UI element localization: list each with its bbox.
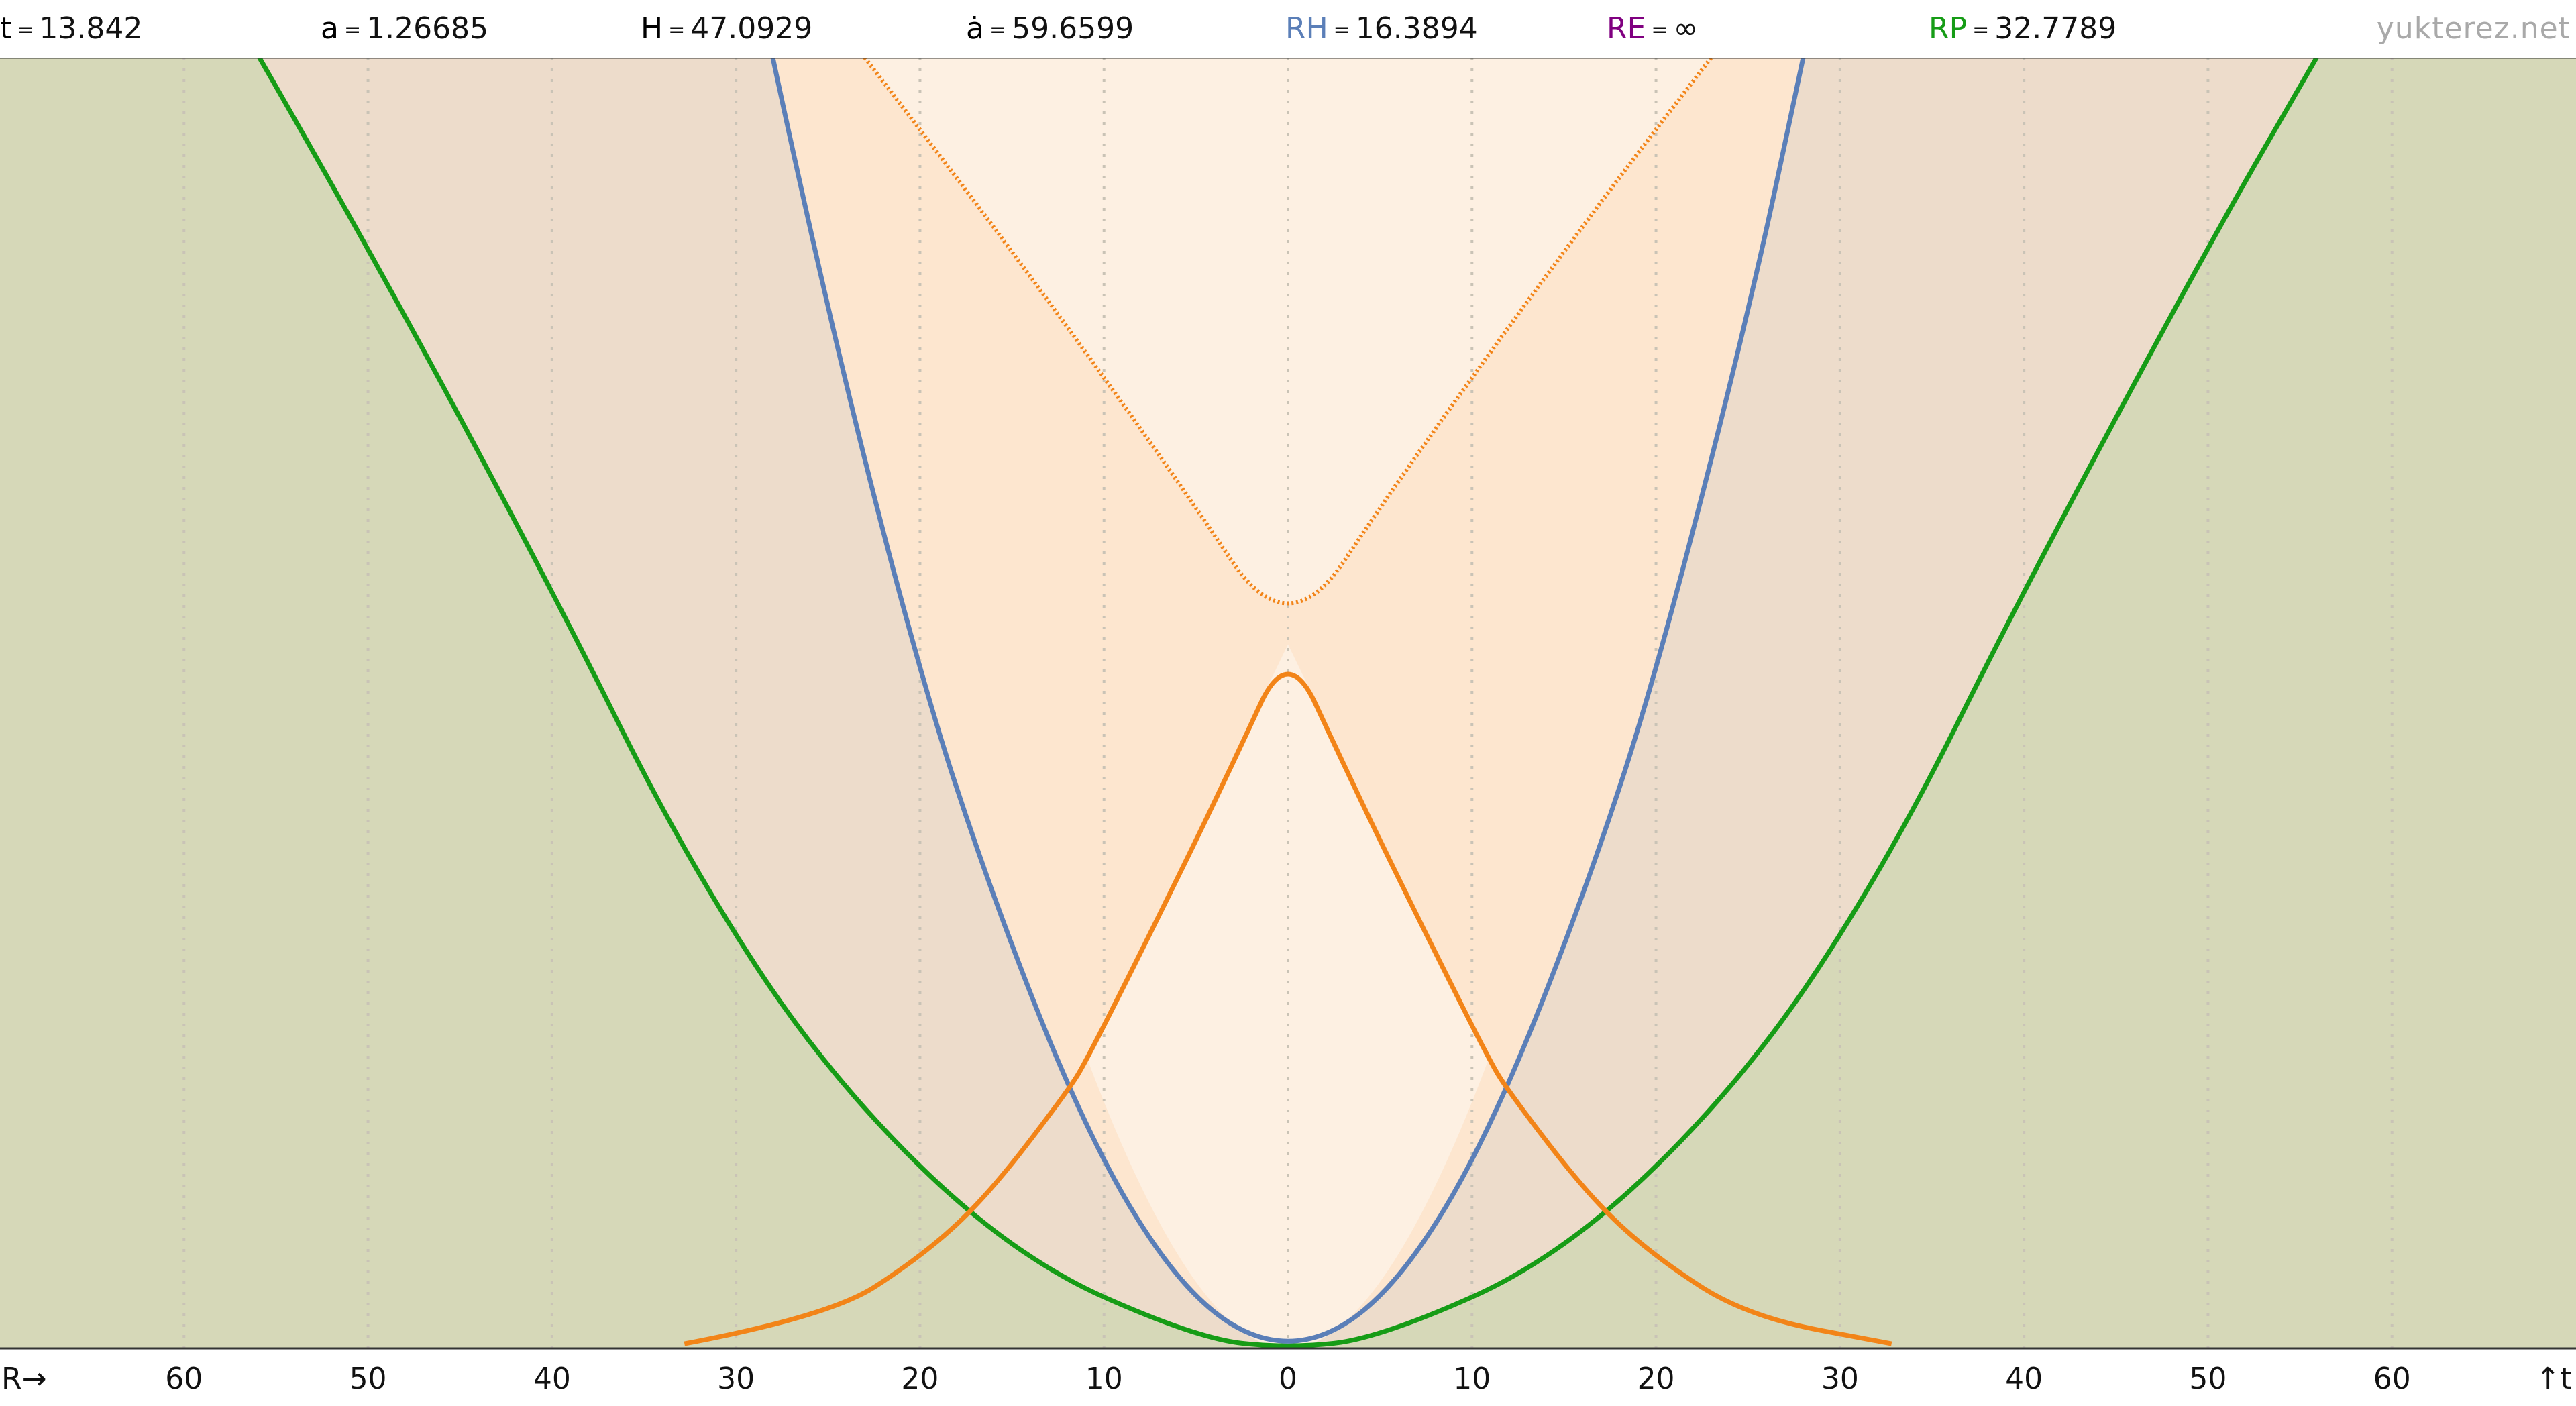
stat-2: H = 47.0929 [641, 5, 812, 52]
x-tick-label: 10 [1453, 1362, 1491, 1396]
x-tick-label: 40 [2005, 1362, 2043, 1396]
stat-value: 16.3894 [1355, 11, 1478, 46]
vertical-gridlines [182, 58, 2394, 1348]
stat-label: H [641, 11, 663, 46]
x-tick-label: 50 [350, 1362, 387, 1396]
stat-label: RE [1607, 11, 1646, 46]
x-tick-label: 10 [1085, 1362, 1123, 1396]
x-axis-label: R→ [1, 1362, 46, 1396]
stat-equals: = [668, 18, 686, 42]
stat-equals: = [1333, 18, 1350, 42]
series-line-green [257, 56, 2319, 1348]
series-line-blue [770, 57, 1806, 1344]
x-tick-label: 20 [1638, 1362, 1675, 1396]
stat-5: RE = ∞ [1607, 5, 1698, 52]
x-tick-label: 60 [2373, 1362, 2411, 1396]
stat-6: RP = 32.7789 [1929, 5, 2116, 52]
stat-value: 47.0929 [690, 11, 813, 46]
x-tick-labels: 60 50 40 30 20 10 0 10 20 30 40 50 60 [165, 1362, 2410, 1396]
x-tick-label: 40 [533, 1362, 571, 1396]
stat-1: a = 1.26685 [321, 5, 488, 52]
status-bar: t = 13.842 a = 1.26685 H = 47.0929 ȧ = 59.6599 RH = 16… [0, 0, 2576, 58]
series-layer [257, 56, 2319, 1348]
region-inner-core [1087, 644, 1489, 1348]
stat-4: RH = 16.3894 [1285, 5, 1478, 52]
stat-0: t = 13.842 [0, 5, 142, 52]
stat-value: 59.6599 [1012, 11, 1134, 46]
stat-label: RH [1285, 11, 1328, 46]
y-axis-label: ↑t [2536, 1362, 2572, 1396]
stat-label: RP [1929, 11, 1968, 46]
x-tick-label: 30 [717, 1362, 755, 1396]
series-line-orange [684, 671, 1892, 1346]
stat-label: a [321, 11, 339, 46]
stat-label: ȧ [966, 11, 984, 46]
x-tick-label: 0 [1279, 1362, 1297, 1396]
stat-equals: = [989, 18, 1007, 42]
stat-value: 1.26685 [366, 11, 489, 46]
x-tick-label: 30 [1821, 1362, 1859, 1396]
stat-value: 32.7789 [1994, 11, 2117, 46]
x-tick-label: 20 [901, 1362, 938, 1396]
region-inside-dotted [865, 58, 1711, 604]
x-tick-label: 60 [165, 1362, 203, 1396]
series-line-orange-dotted [863, 56, 1713, 606]
brand-watermark: yukterez.net [2376, 11, 2571, 46]
stat-label: t [0, 11, 12, 46]
stat-equals: = [1651, 18, 1668, 42]
stat-value: 13.842 [39, 11, 143, 46]
x-tick-label: 50 [2189, 1362, 2226, 1396]
stat-equals: = [343, 18, 362, 42]
stat-3: ȧ = 59.6599 [966, 5, 1134, 52]
stat-value: ∞ [1673, 11, 1699, 46]
stat-equals: = [1972, 18, 1990, 42]
stat-equals: = [17, 18, 34, 42]
